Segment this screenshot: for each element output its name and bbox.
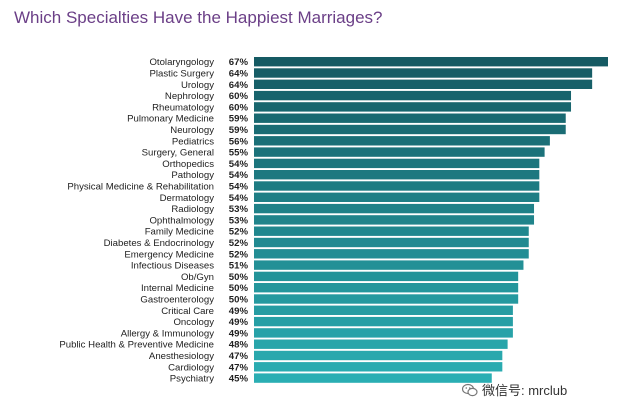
value-label: 49%: [229, 317, 249, 328]
bar: [254, 226, 529, 236]
bar: [254, 181, 540, 191]
value-label: 54%: [229, 170, 249, 181]
category-label: Emergency Medicine: [124, 249, 214, 260]
value-label: 64%: [229, 80, 249, 91]
category-label: Radiology: [171, 204, 214, 215]
category-label: Ob/Gyn: [181, 272, 214, 283]
value-label: 50%: [229, 295, 249, 306]
value-label: 60%: [229, 102, 249, 113]
category-label: Diabetes & Endocrinology: [104, 238, 215, 249]
value-label: 52%: [229, 249, 249, 260]
category-label: Dermatology: [160, 193, 215, 204]
bar: [254, 350, 503, 361]
category-label: Otolaryngology: [149, 57, 214, 68]
value-label: 64%: [229, 69, 249, 80]
value-label: 59%: [229, 114, 249, 125]
bar: [254, 113, 566, 123]
bar: [254, 136, 550, 146]
chart-title: Which Specialties Have the Happiest Marr…: [14, 8, 383, 27]
value-label: 49%: [229, 328, 249, 339]
category-label: Neurology: [170, 125, 214, 136]
category-label: Pathology: [171, 170, 214, 181]
category-label: Infectious Diseases: [131, 261, 214, 272]
category-label: Internal Medicine: [141, 283, 214, 294]
bar: [254, 68, 593, 78]
category-label: Surgery, General: [142, 148, 214, 159]
category-label: Family Medicine: [145, 227, 214, 238]
bar: [254, 203, 535, 214]
bar: [254, 170, 540, 180]
bar: [254, 294, 519, 304]
bar: [254, 57, 608, 67]
value-label: 45%: [229, 374, 249, 385]
bar: [254, 305, 513, 315]
bar: [254, 124, 566, 135]
value-label: 54%: [229, 182, 249, 193]
category-label: Allergy & Immunology: [121, 328, 215, 339]
value-label: 52%: [229, 238, 249, 249]
value-label: 49%: [229, 306, 249, 317]
value-label: 47%: [229, 362, 249, 373]
value-label: 47%: [229, 351, 249, 362]
bar: [254, 339, 508, 349]
watermark: 微信号: mrclub: [462, 380, 567, 399]
bar: [254, 283, 519, 293]
category-label: Anesthesiology: [149, 351, 214, 362]
bar: [254, 271, 519, 282]
category-label: Cardiology: [168, 362, 214, 373]
value-label: 52%: [229, 227, 249, 238]
category-label: Gastroenterology: [140, 295, 214, 306]
category-label: Urology: [181, 80, 214, 91]
bar: [254, 249, 529, 259]
bar: [254, 192, 540, 202]
category-label: Critical Care: [161, 306, 214, 317]
bar: [254, 373, 492, 383]
category-label: Public Health & Preventive Medicine: [59, 340, 214, 351]
value-label: 60%: [229, 91, 249, 102]
value-label: 56%: [229, 136, 249, 147]
bar: [254, 215, 535, 225]
category-label: Pediatrics: [172, 136, 214, 147]
watermark-text: 微信号: mrclub: [482, 383, 568, 398]
bar: [254, 147, 545, 157]
bar: [254, 90, 572, 101]
value-label: 51%: [229, 261, 249, 272]
category-label: Rheumatology: [152, 102, 214, 113]
value-label: 67%: [229, 57, 249, 68]
category-label: Plastic Surgery: [149, 69, 214, 80]
bar: [254, 362, 503, 372]
value-label: 55%: [229, 148, 249, 159]
bar: [254, 328, 513, 338]
category-label: Nephrology: [165, 91, 214, 102]
bar: [254, 102, 572, 112]
value-label: 50%: [229, 272, 249, 283]
value-label: 53%: [229, 215, 249, 226]
category-label: Psychiatry: [170, 374, 214, 385]
category-label: Physical Medicine & Rehabilitation: [67, 182, 214, 193]
value-label: 50%: [229, 283, 249, 294]
bar: [254, 316, 513, 327]
bar: [254, 79, 593, 89]
category-label: Orthopedics: [162, 159, 214, 170]
category-label: Ophthalmology: [149, 215, 214, 226]
category-label: Pulmonary Medicine: [127, 114, 214, 125]
value-label: 48%: [229, 340, 249, 351]
bar: [254, 260, 524, 270]
category-label: Oncology: [173, 317, 214, 328]
value-label: 53%: [229, 204, 249, 215]
value-label: 59%: [229, 125, 249, 136]
bar: [254, 158, 540, 169]
value-label: 54%: [229, 193, 249, 204]
value-label: 54%: [229, 159, 249, 170]
wechat-icon: [462, 383, 478, 396]
bar: [254, 237, 529, 248]
